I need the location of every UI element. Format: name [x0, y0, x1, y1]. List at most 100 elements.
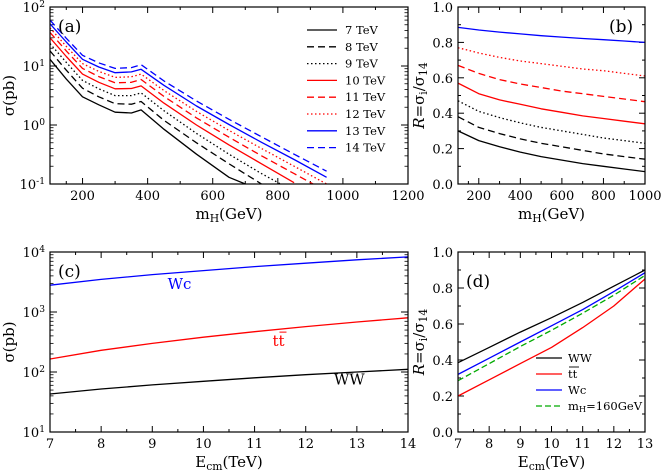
y-tick-label: 1.0	[432, 1, 453, 16]
x-tick-label: 12	[297, 437, 314, 452]
y-tick-label: 101	[23, 425, 45, 441]
x-tick-label: 13	[349, 437, 366, 452]
x-tick-label: 10	[195, 437, 212, 452]
series-line-ww	[458, 269, 645, 364]
series-line-11-tev	[50, 32, 315, 184]
legend-entry: mH=160GeV	[568, 399, 643, 414]
x-axis-label-d: Ecm(TeV)	[518, 453, 586, 471]
y-tick-label: 102	[23, 365, 45, 381]
x-tick-label: 600	[549, 189, 574, 204]
y-tick-label: 102	[23, 0, 45, 16]
y-tick-label: 0.2	[432, 143, 453, 158]
x-axis-label-a: mH(GeV)	[195, 205, 262, 225]
series-line-8-tev	[50, 50, 263, 184]
plot-frame-b	[457, 6, 646, 185]
x-tick-label: 8	[485, 437, 493, 452]
x-tick-label: 400	[135, 189, 160, 204]
legend-entry: 14 TeV	[345, 141, 386, 155]
legend-entry: tt	[568, 367, 578, 381]
y-tick-label: 0.6	[432, 72, 453, 87]
x-tick-label: 1000	[628, 189, 661, 204]
series-line-10-tev	[50, 37, 295, 184]
panel-label-b: (b)	[609, 17, 633, 37]
series-line-ww	[50, 368, 408, 395]
legend-d: WW tt Wc mH=160GeV	[536, 351, 643, 414]
x-tick-label: 9	[516, 437, 524, 452]
series-line-10-tev	[458, 82, 645, 125]
legend-a: 7 TeV 8 TeV 9 TeV 10 TeV 11 TeV 12 TeV 13 TeV 1…	[307, 23, 386, 155]
legend-entry: 7 TeV	[345, 23, 379, 37]
legend-entry: WW	[568, 351, 592, 365]
series-line-wc	[50, 256, 408, 286]
x-tick-label: 400	[508, 189, 533, 204]
x-tick-label: 10	[543, 437, 560, 452]
x-tick-label: 14	[400, 437, 417, 452]
legend-entry: 11 TeV	[345, 90, 386, 104]
panel-label-d: (d)	[466, 272, 490, 292]
y-tick-label: 0.8	[432, 36, 453, 51]
series-group-c	[50, 256, 408, 395]
y-tick-label: 0.8	[432, 282, 453, 297]
y-tick-label: 0.0	[432, 426, 453, 441]
x-tick-label: 800	[591, 189, 616, 204]
series-group-d	[458, 269, 645, 397]
series-line-7-tev	[50, 58, 246, 184]
x-tick-label: 13	[637, 437, 654, 452]
x-tick-label: 7	[454, 437, 462, 452]
series-line-tt	[458, 278, 645, 397]
series-line-wc	[458, 272, 645, 375]
annotation-tt: tt	[272, 332, 284, 350]
y-tick-label: 0.2	[432, 390, 453, 405]
series-line-11-tev	[458, 64, 645, 103]
x-tick-label: 12	[606, 437, 623, 452]
legend-entry: 12 TeV	[345, 107, 386, 121]
annotation-wc: Wc	[168, 275, 192, 293]
y-tick-label: 0.0	[432, 178, 453, 193]
x-tick-label: 1000	[326, 189, 359, 204]
x-axis-label-c: Ecm(TeV)	[195, 453, 263, 471]
legend-entry: 10 TeV	[345, 73, 386, 87]
plot-frame-d	[457, 251, 646, 433]
series-group-a	[50, 19, 327, 184]
series-line-9-tev	[458, 100, 645, 144]
annotation-ww: WW	[334, 370, 365, 388]
series-line-7-tev	[458, 130, 645, 173]
series-group-b	[458, 26, 645, 173]
y-tick-label: 104	[23, 245, 46, 261]
panel-a: 200 400 600 800 1000 1200 10-1 100 101 102 (a) mH(G…	[0, 0, 425, 225]
series-line-13-tev	[458, 26, 645, 44]
x-tick-label: 200	[70, 189, 95, 204]
x-axis-label-b: mH(GeV)	[518, 205, 585, 225]
panel-c: 7 8 9 10 11 12 13 14 101 102 103 104 (c) Ecm(TeV) σ(pb…	[0, 245, 416, 471]
legend-entry: 9 TeV	[345, 57, 379, 71]
series-line-9-tev	[50, 43, 282, 184]
plot-frame-c	[49, 251, 409, 433]
y-tick-label: 103	[23, 305, 46, 321]
x-tick-label: 600	[200, 189, 225, 204]
y-tick-label: 100	[23, 118, 46, 134]
series-line-12-tev	[50, 27, 327, 184]
legend-entry: Wc	[568, 383, 586, 397]
legend-entry: 13 TeV	[345, 124, 386, 138]
y-axis-label-d: R=σi/σ14	[410, 309, 430, 377]
panel-label-c: (c)	[58, 262, 81, 282]
panel-b: 200 400 600 800 1000 0.0 0.2 0.4 0.6 0.8 1.0 (b) mH(…	[410, 1, 662, 225]
y-axis-label-b: R=σi/σ14	[410, 62, 430, 130]
y-tick-label: 0.4	[432, 107, 453, 122]
series-line-8-tev	[458, 116, 645, 160]
panel-d: 7 8 9 10 11 12 13 0.0 0.2 0.4 0.6 0.8 1.0 (d) Ecm(TeV)…	[410, 246, 653, 471]
y-tick-label: 10-1	[20, 177, 45, 193]
y-tick-label: 1.0	[432, 246, 453, 261]
x-tick-label: 7	[46, 437, 54, 452]
series-line-14-tev	[50, 19, 327, 172]
x-tick-label: 11	[246, 437, 263, 452]
x-tick-label: 11	[574, 437, 591, 452]
y-axis-label-a: σ(pb)	[0, 75, 18, 116]
panel-label-a: (a)	[58, 17, 81, 37]
y-tick-label: 0.4	[432, 354, 453, 369]
plot-frame-a	[49, 6, 409, 185]
series-line-tt	[50, 317, 408, 360]
y-tick-label: 0.6	[432, 318, 453, 333]
x-tick-label: 1200	[391, 189, 424, 204]
